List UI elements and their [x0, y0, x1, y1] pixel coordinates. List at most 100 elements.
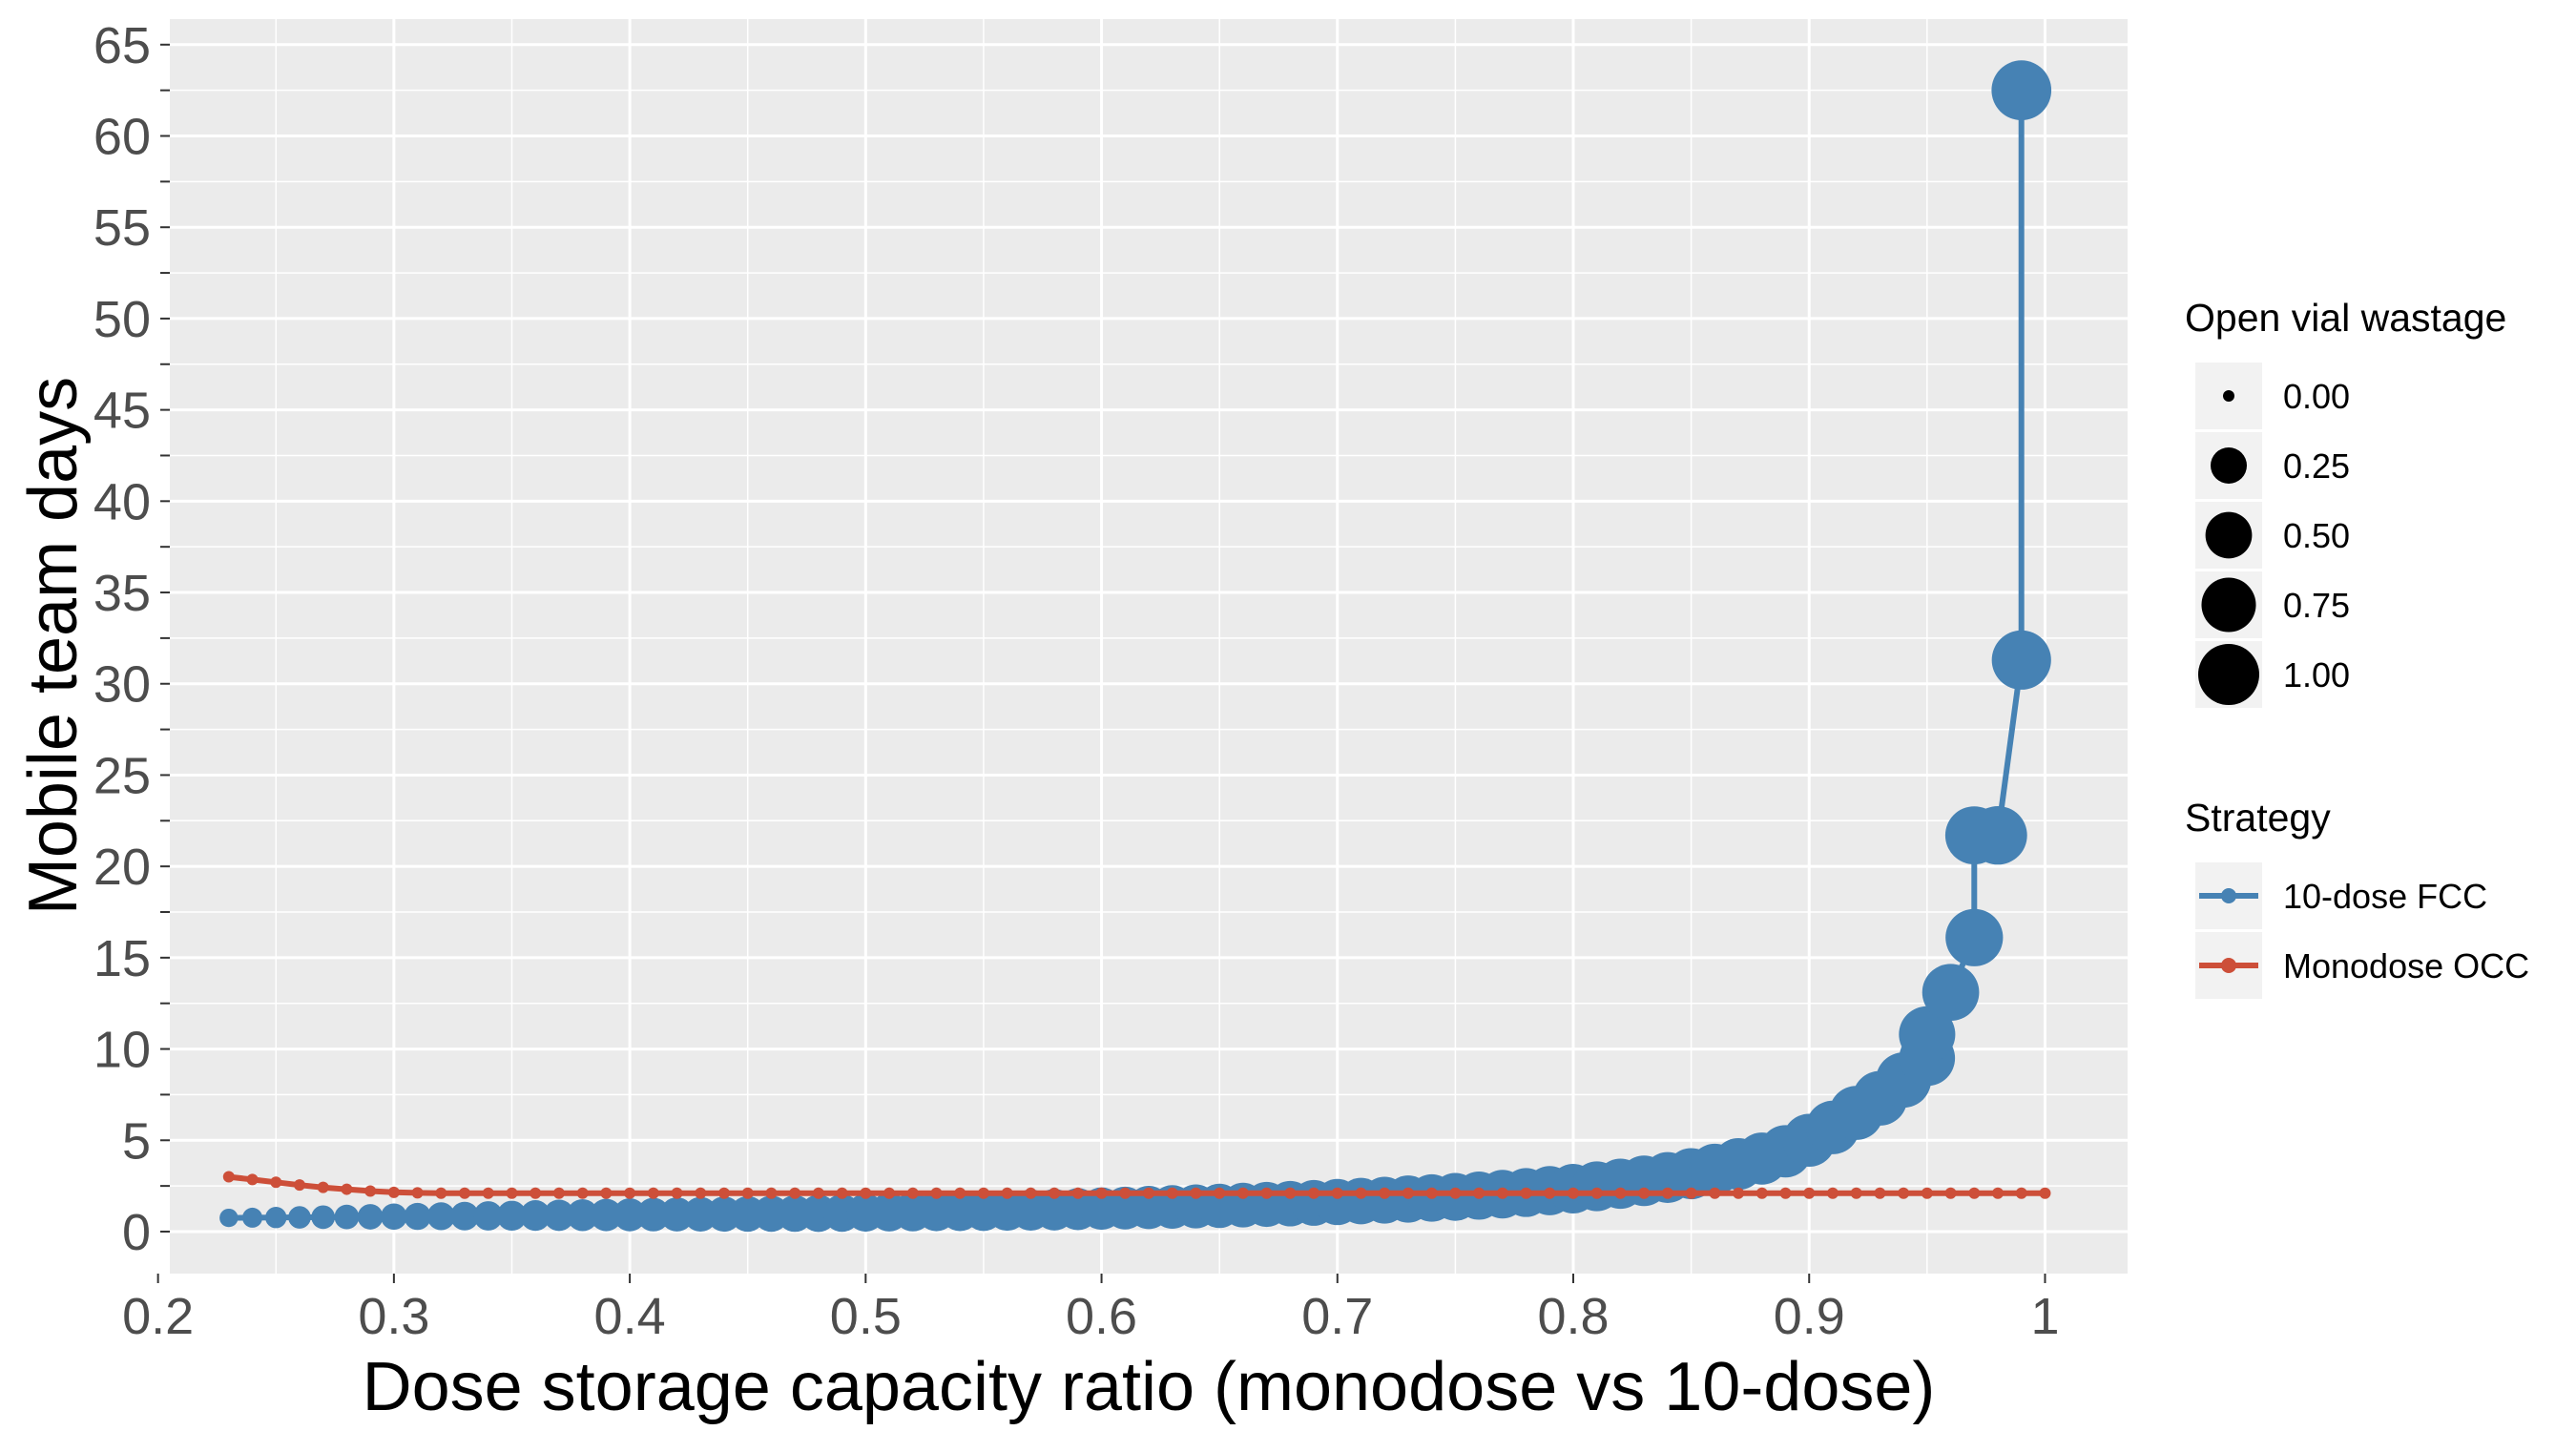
y-tick-label: 20 — [93, 839, 151, 896]
y-tick-label: 5 — [122, 1112, 151, 1170]
data-point — [1661, 1187, 1673, 1199]
data-point — [1143, 1187, 1154, 1199]
data-point — [317, 1181, 329, 1193]
y-tick-label: 60 — [93, 109, 151, 166]
data-point — [1945, 908, 2004, 966]
data-point — [883, 1187, 896, 1199]
data-point — [1308, 1187, 1320, 1199]
data-point — [1991, 60, 2052, 120]
data-point — [404, 1202, 431, 1231]
data-point — [1095, 1187, 1108, 1199]
data-point — [265, 1207, 287, 1229]
data-point — [1944, 1187, 1957, 1199]
data-point — [930, 1187, 943, 1199]
data-point — [1968, 805, 2027, 865]
data-point — [1520, 1187, 1532, 1199]
plot-background — [170, 19, 2128, 1274]
data-point — [1260, 1187, 1273, 1199]
data-point — [288, 1206, 311, 1229]
data-point — [1049, 1187, 1061, 1199]
data-point — [906, 1187, 919, 1199]
data-point — [1991, 630, 2051, 690]
data-point — [977, 1187, 989, 1199]
data-point — [2015, 1187, 2027, 1199]
y-tick-label: 35 — [93, 565, 151, 622]
data-point — [1779, 1187, 1792, 1199]
data-point — [506, 1187, 518, 1199]
data-point — [613, 1198, 647, 1232]
data-point — [364, 1185, 377, 1197]
data-point — [381, 1203, 407, 1231]
data-point — [1709, 1187, 1721, 1199]
y-axis-title: Mobile team days — [15, 377, 92, 915]
x-tick-label: 0.2 — [122, 1288, 194, 1345]
data-point — [543, 1199, 575, 1232]
legend: Open vial wastage 0.00 0.25 0.50 0.75 1.00 S… — [2185, 296, 2529, 999]
data-point — [387, 1186, 400, 1198]
data-point — [341, 1183, 353, 1195]
data-point — [1001, 1187, 1013, 1199]
color-legend-dot — [2221, 958, 2236, 973]
size-legend-dot — [2205, 511, 2253, 559]
data-point — [1685, 1187, 1697, 1199]
data-point — [1614, 1187, 1627, 1199]
size-legend-dot — [2201, 577, 2256, 633]
data-point — [954, 1187, 966, 1199]
data-point — [1850, 1187, 1862, 1199]
x-tick-label: 0.5 — [830, 1288, 902, 1345]
data-point — [1071, 1187, 1084, 1199]
data-point — [246, 1173, 259, 1186]
data-point — [741, 1187, 754, 1199]
series-points — [222, 1171, 2051, 1199]
data-point — [1236, 1187, 1249, 1199]
x-tick-label: 0.9 — [1774, 1288, 1845, 1345]
tick-labels: 0.2 0.3 0.4 0.5 0.6 0.7 0.8 0.9 1051015202530354… — [93, 17, 2060, 1345]
data-point — [1898, 1187, 1910, 1199]
data-point — [812, 1187, 824, 1199]
size-legend-label: 0.00 — [2283, 377, 2350, 416]
y-tick-label: 40 — [93, 473, 151, 530]
data-point — [411, 1187, 424, 1199]
data-point — [270, 1176, 282, 1189]
size-legend-dot — [2223, 390, 2234, 402]
data-point — [1992, 1187, 2005, 1199]
data-point — [530, 1187, 542, 1199]
data-point — [671, 1187, 683, 1199]
data-point — [1921, 1187, 1933, 1199]
data-point — [1803, 1187, 1816, 1199]
color-legend-keys: 10-dose FCC Monodose OCC — [2195, 862, 2529, 999]
data-point — [520, 1200, 551, 1232]
y-tick-label: 65 — [93, 17, 151, 74]
data-point — [1568, 1187, 1580, 1199]
x-tick-label: 0.4 — [594, 1288, 666, 1345]
data-point — [357, 1204, 384, 1230]
data-point — [636, 1197, 671, 1232]
data-point — [1025, 1187, 1037, 1199]
size-legend-keys: 0.00 0.25 0.50 0.75 1.00 — [2195, 363, 2350, 708]
data-point — [1379, 1187, 1391, 1199]
x-axis-title: Dose storage capacity ratio (monodose vs… — [363, 1349, 1936, 1425]
data-point — [450, 1201, 480, 1231]
data-point — [1190, 1187, 1202, 1199]
x-tick-label: 0.6 — [1066, 1288, 1137, 1345]
data-point — [2039, 1187, 2051, 1199]
data-point — [1826, 1187, 1839, 1199]
x-tick-label: 0.8 — [1537, 1288, 1609, 1345]
y-tick-label: 55 — [93, 199, 151, 257]
data-point — [1119, 1187, 1132, 1199]
color-legend-title: Strategy — [2185, 796, 2331, 840]
data-point — [1544, 1187, 1556, 1199]
data-point — [1755, 1187, 1768, 1199]
data-point — [1166, 1187, 1178, 1199]
size-legend-title: Open vial wastage — [2185, 296, 2506, 340]
size-legend-dot — [2211, 447, 2247, 484]
data-point — [647, 1187, 659, 1199]
y-tick-label: 25 — [93, 747, 151, 804]
data-point — [1425, 1187, 1438, 1199]
data-point — [1590, 1187, 1603, 1199]
data-point — [552, 1187, 565, 1199]
size-legend-label: 0.50 — [2283, 516, 2350, 555]
grid-major — [156, 19, 2128, 1274]
data-point — [219, 1208, 239, 1228]
